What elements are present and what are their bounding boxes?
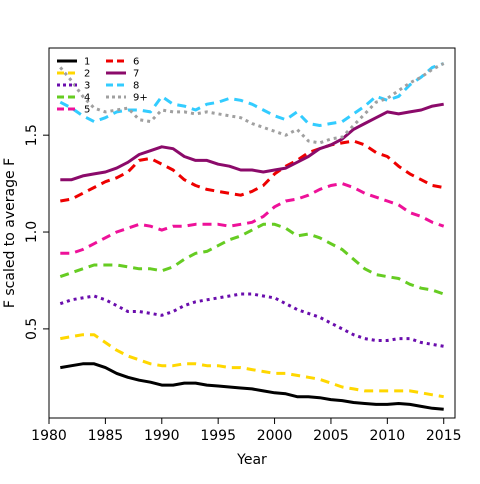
- y-tick-label: 1.0: [24, 221, 40, 243]
- y-axis-label: F scaled to average F: [2, 158, 18, 308]
- legend-label: 7: [133, 69, 139, 80]
- legend-label: 2: [84, 69, 90, 80]
- series-line-1: [60, 362, 444, 411]
- x-axis: 1980 1985 1990 1995 2000 2005 2010 2015: [31, 418, 462, 444]
- x-tick-label: 1995: [200, 428, 236, 444]
- series-line-3: [59, 292, 444, 348]
- x-tick-label: 2015: [426, 428, 462, 444]
- series-line-6: [60, 139, 444, 203]
- series-line-9plus: [59, 62, 445, 145]
- legend-label: 3: [84, 81, 90, 92]
- series-line-4: [59, 222, 445, 296]
- y-axis: 0.5 1.0 1.5: [24, 124, 49, 340]
- legend-label: 1: [84, 57, 90, 68]
- x-tick-label: 2000: [257, 428, 293, 444]
- x-tick-label: 2010: [370, 428, 406, 444]
- series-line-2: [60, 333, 444, 399]
- x-axis-label: Year: [236, 452, 267, 468]
- legend-label: 9+: [133, 93, 148, 104]
- y-tick-label: 1.5: [24, 124, 40, 146]
- series-line-8: [59, 62, 445, 127]
- series-line-7: [60, 102, 444, 182]
- legend-label: 5: [84, 105, 90, 116]
- x-tick-label: 1985: [88, 428, 124, 444]
- x-tick-label: 1980: [31, 428, 67, 444]
- legend-label: 4: [84, 93, 90, 104]
- legend-label: 6: [133, 57, 139, 68]
- x-tick-label: 1990: [144, 428, 180, 444]
- plot-lines: [59, 62, 445, 411]
- x-tick-label: 2005: [313, 428, 349, 444]
- y-tick-label: 0.5: [24, 318, 40, 340]
- series-line-5: [60, 182, 445, 255]
- legend-label: 8: [133, 81, 139, 92]
- plot-frame: [48, 47, 456, 419]
